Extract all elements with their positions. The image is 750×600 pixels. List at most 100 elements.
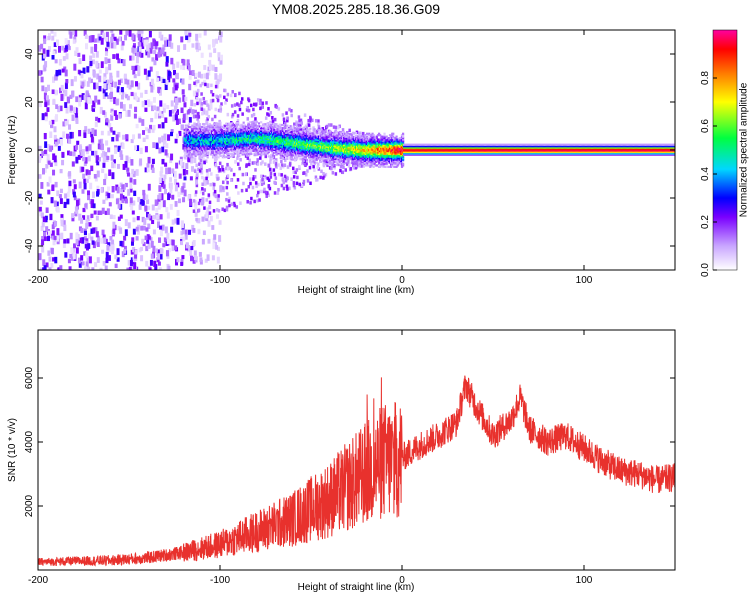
spectrogram-noise-cell bbox=[272, 168, 276, 172]
spectrogram-noise-cell bbox=[152, 124, 156, 131]
spectrogram-noise-cell bbox=[101, 249, 105, 254]
spectrogram-noise-cell bbox=[48, 267, 52, 270]
spectrogram-noise-cell bbox=[160, 34, 164, 41]
spectrogram-noise-cell bbox=[82, 173, 86, 179]
spectrogram-ridge-cell bbox=[290, 130, 293, 134]
spectrogram-noise-cell bbox=[145, 74, 149, 81]
spectrogram-noise-cell bbox=[338, 124, 341, 129]
spectrogram-noise-cell bbox=[204, 258, 208, 263]
spectrogram-noise-cell bbox=[207, 44, 211, 50]
spectrogram-ridge-cell bbox=[268, 125, 271, 128]
spectrogram-ridge-cell bbox=[205, 127, 208, 130]
spectrogram-noise-cell bbox=[197, 111, 200, 116]
spectrogram-noise-cell bbox=[265, 101, 268, 105]
spectrogram-noise-cell bbox=[280, 173, 283, 177]
spectrogram-noise-cell bbox=[137, 82, 141, 90]
spectrogram-noise-cell bbox=[85, 169, 89, 176]
spectrogram-ridge-cell bbox=[211, 151, 215, 155]
spectrogram-noise-cell bbox=[192, 256, 196, 264]
spectrogram-noise-cell bbox=[199, 257, 203, 262]
spectrogram-noise-cell bbox=[70, 247, 74, 253]
spectrogram-noise-cell bbox=[174, 201, 178, 207]
spectrogram-noise-cell bbox=[153, 50, 157, 55]
spectrogram-noise-cell bbox=[49, 145, 53, 152]
spectrogram-noise-cell bbox=[135, 236, 139, 241]
spectrogram-noise-cell bbox=[65, 106, 69, 114]
spectrogram-noise-cell bbox=[85, 219, 89, 224]
spectrogram-ridge-cell bbox=[219, 151, 222, 155]
spectrogram-noise-cell bbox=[259, 106, 262, 111]
spectrogram-noise-cell bbox=[176, 217, 180, 225]
spectrogram-noise-cell bbox=[43, 64, 47, 72]
spectrogram-ridge-cell bbox=[332, 163, 335, 166]
spectrogram-noise-cell bbox=[286, 116, 289, 120]
spectrogram-noise-cell bbox=[44, 61, 48, 68]
spectrogram-noise-cell bbox=[52, 238, 56, 246]
spectrogram-noise-cell bbox=[140, 246, 144, 251]
spectrogram-ridge-cell bbox=[270, 125, 274, 128]
spectrogram-noise-cell bbox=[266, 112, 269, 116]
spectrogram-noise-cell bbox=[123, 249, 127, 254]
spectrogram-noise-cell bbox=[110, 108, 114, 114]
spectrogram-noise-cell bbox=[119, 214, 123, 219]
spectrogram-noise-cell bbox=[140, 30, 144, 34]
spectrogram-ridge-cell bbox=[230, 152, 233, 155]
spectrogram-ridge-cell bbox=[262, 148, 265, 152]
spectrogram-noise-cell bbox=[155, 142, 159, 150]
spectrogram-ridge-cell bbox=[274, 151, 277, 155]
spectrogram-ridge-cell bbox=[215, 125, 218, 129]
spectrogram-noise-cell bbox=[176, 209, 180, 217]
spectrogram-noise-cell bbox=[197, 115, 201, 119]
spectrogram-noise-cell bbox=[255, 184, 258, 189]
spectrogram-noise-cell bbox=[201, 182, 204, 187]
spectrogram-ridge-cell bbox=[281, 157, 285, 160]
spectrogram-noise-cell bbox=[268, 167, 272, 172]
spectrogram-ridge-cell bbox=[237, 123, 240, 126]
spectrogram-ridge-cell bbox=[201, 149, 204, 152]
spectrogram-noise-cell bbox=[105, 195, 109, 201]
spectrogram-noise-cell bbox=[135, 169, 139, 176]
spectrogram-ridge-cell bbox=[263, 124, 266, 127]
spectrogram-ridge-cell bbox=[328, 163, 332, 166]
spectrogram-noise-cell bbox=[142, 137, 146, 142]
spectrogram-noise-cell bbox=[209, 99, 213, 103]
spectrogram-noise-cell bbox=[123, 245, 127, 251]
spectrogram-ridge-cell bbox=[208, 128, 211, 132]
spectrogram-noise-cell bbox=[116, 86, 120, 93]
spectrogram-noise-cell bbox=[122, 163, 126, 170]
spectrogram-noise-cell bbox=[155, 71, 159, 78]
spectrogram-ridge-cell bbox=[279, 128, 282, 131]
spectrogram-noise-cell bbox=[52, 153, 56, 160]
spectrogram-noise-cell bbox=[60, 214, 64, 221]
spectrogram-noise-cell bbox=[194, 151, 197, 155]
spectrogram-ridge-cell bbox=[204, 150, 207, 153]
spectrogram-image bbox=[38, 30, 675, 270]
spectrogram-noise-cell bbox=[225, 207, 229, 212]
spectrogram-noise-cell bbox=[65, 53, 69, 60]
spectrogram-ridge-cell bbox=[282, 151, 286, 154]
spectrogram-noise-cell bbox=[47, 160, 51, 165]
spectrogram-noise-cell bbox=[132, 43, 136, 48]
spectrogram-ridge-cell bbox=[187, 125, 191, 129]
spectrogram-noise-cell bbox=[104, 265, 108, 270]
spectrogram-ridge-cell bbox=[254, 125, 257, 128]
spectrogram-noise-cell bbox=[193, 169, 197, 174]
spectrogram-ridge-cell bbox=[266, 129, 269, 132]
spectrogram-ridge-cell bbox=[290, 153, 293, 157]
spectrogram-ridge-cell bbox=[203, 123, 206, 126]
spectrogram-noise-cell bbox=[167, 193, 171, 201]
spectrogram-noise-cell bbox=[73, 106, 77, 114]
spectrogram-noise-cell bbox=[73, 63, 77, 71]
spectrogram-noise-cell bbox=[54, 256, 58, 264]
spectrogram-noise-cell bbox=[193, 81, 196, 86]
spectrogram-ridge-cell bbox=[286, 157, 289, 160]
spectrogram-noise-cell bbox=[273, 180, 276, 185]
spectrogram-noise-cell bbox=[300, 184, 304, 188]
spectrogram-noise-cell bbox=[339, 168, 342, 173]
spectrogram-noise-cell bbox=[78, 130, 82, 137]
spectrogram-noise-cell bbox=[54, 220, 58, 227]
spectrogram-noise-cell bbox=[356, 163, 359, 167]
spectrogram-noise-cell bbox=[208, 200, 212, 205]
spectrogram-ridge-cell bbox=[296, 125, 299, 129]
spectrogram-noise-cell bbox=[141, 119, 145, 126]
